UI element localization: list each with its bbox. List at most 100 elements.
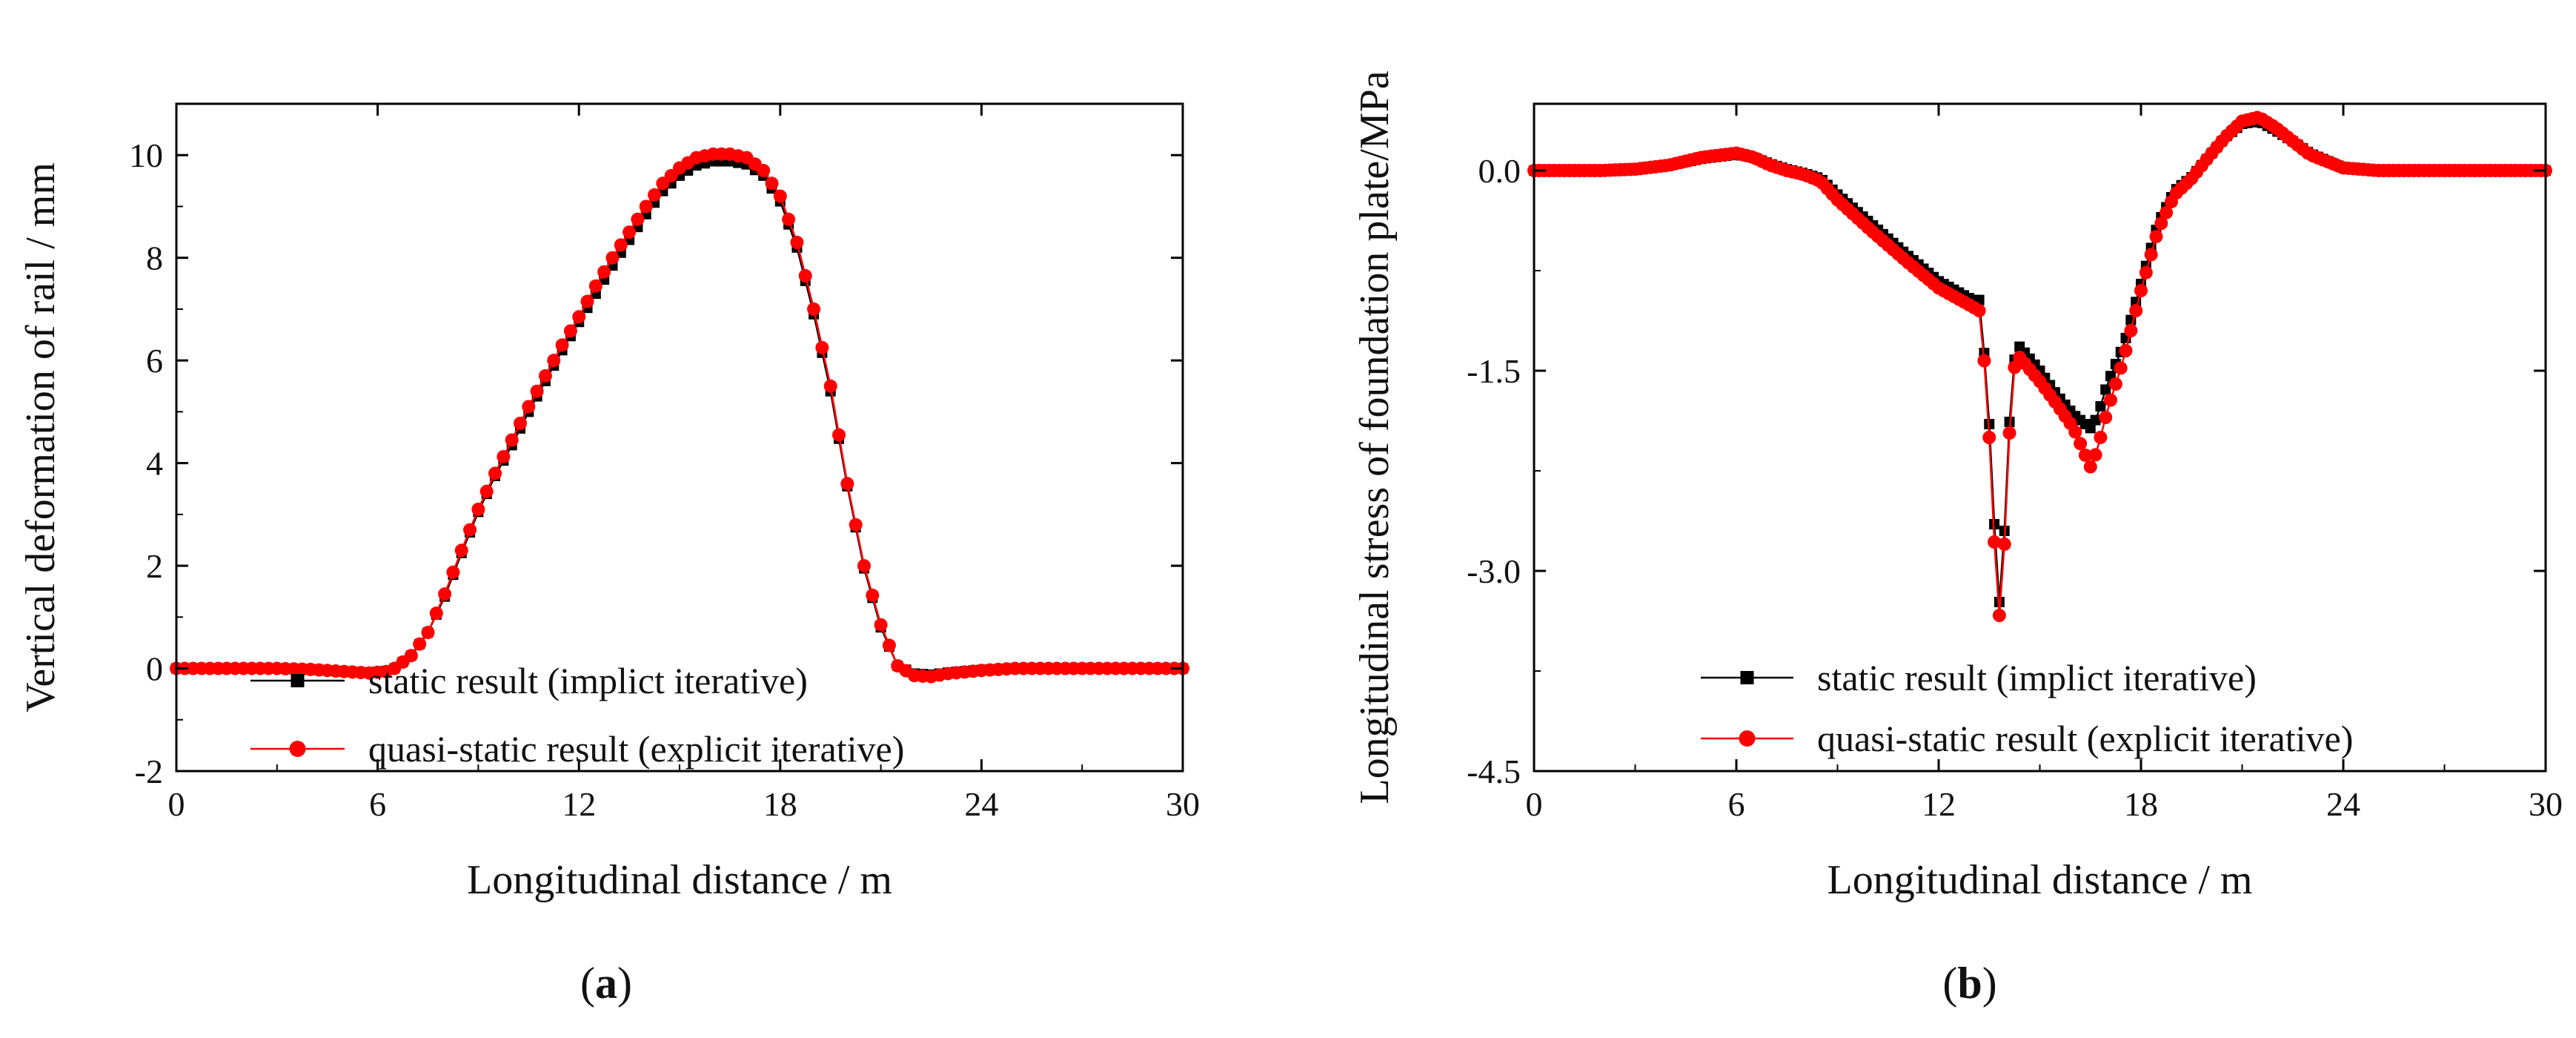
y-axis-title: Vertical deformation of rail / mm: [18, 162, 64, 713]
data-point-series-1: [857, 559, 871, 573]
x-tick-label: 0: [168, 785, 185, 823]
legend: static result (implict iterative) quasi-s…: [1701, 657, 2353, 759]
data-point-series-1: [2114, 361, 2128, 375]
data-point-series-1: [639, 199, 653, 214]
series-0: [1529, 116, 2551, 607]
data-point-series-1: [765, 176, 779, 191]
data-point-series-1: [2119, 344, 2133, 357]
data-point-series-1: [623, 225, 637, 239]
data-point-series-1: [866, 588, 880, 602]
x-tick-label: 24: [964, 785, 998, 823]
data-point-series-1: [2074, 437, 2088, 451]
y-tick-label: 2: [146, 547, 163, 585]
data-point-series-1: [505, 433, 519, 447]
y-tick-label: 8: [146, 239, 163, 277]
data-point-series-1: [664, 168, 678, 182]
data-point-series-1: [2002, 426, 2016, 440]
x-tick-label: 12: [562, 785, 596, 823]
data-point-series-1: [882, 638, 896, 652]
legend-marker-0: [291, 674, 305, 687]
data-point-series-1: [454, 543, 468, 558]
data-point-series-1: [413, 637, 427, 651]
data-point-series-1: [1997, 538, 2011, 551]
data-point-series-1: [2099, 411, 2113, 424]
data-point-series-1: [2108, 377, 2122, 391]
legend-label-0: static result (implict iterative): [368, 660, 808, 701]
data-point-series-1: [2149, 230, 2163, 244]
y-tick-label: -4.5: [1467, 753, 1521, 790]
panel-label-letter: b: [1957, 959, 1982, 1008]
data-point-series-1: [2083, 460, 2097, 474]
data-point-series-1: [832, 428, 846, 442]
x-tick-label: 18: [2124, 785, 2158, 823]
data-point-series-1: [2094, 431, 2108, 444]
panel-label: (b): [1942, 959, 1996, 1008]
legend: static result (implict iterative) quasi-s…: [250, 660, 904, 770]
y-tick-label: 10: [129, 136, 163, 174]
data-point-series-1: [563, 324, 577, 338]
data-point-series-1: [2144, 248, 2158, 262]
data-point-series-1: [614, 238, 628, 252]
data-point-series-1: [840, 477, 854, 491]
legend-marker-0: [1740, 671, 1754, 684]
x-axis-title: Longitudinal distance / m: [1828, 857, 2253, 903]
chart-panel-b: 0 6 12 18 24 30 -4.5 -3.0 -1.5 0.0 Longitudinal di…: [1352, 70, 2563, 1008]
data-point-series-1: [497, 449, 511, 463]
data-point-series-1: [798, 268, 812, 282]
legend-marker-1: [289, 741, 306, 757]
data-point-series-1: [1982, 431, 1996, 444]
series-line-1: [176, 153, 1183, 678]
series-1: [1527, 110, 2552, 622]
data-point-series-1: [807, 302, 821, 316]
data-point-series-0: [2100, 384, 2111, 395]
data-point-series-0: [2085, 423, 2096, 434]
data-point-series-1: [488, 466, 502, 480]
data-point-series-1: [849, 518, 863, 532]
series-0: [171, 156, 1188, 680]
panel-label-close: ): [617, 959, 632, 1008]
data-point-series-1: [2139, 265, 2153, 280]
data-point-series-1: [2154, 216, 2168, 231]
panel-label-close: ): [1982, 959, 1997, 1008]
panel-label-letter: a: [595, 959, 617, 1008]
y-tick-label: -1.5: [1467, 352, 1521, 390]
data-point-series-1: [2134, 284, 2148, 297]
data-point-series-1: [547, 354, 561, 368]
x-tick-label: 6: [1728, 785, 1745, 823]
series-1: [170, 147, 1189, 684]
data-point-series-1: [421, 626, 435, 640]
data-point-series-1: [874, 618, 888, 632]
data-point-series-1: [782, 212, 796, 226]
data-point-series-1: [429, 606, 443, 621]
data-point-series-0: [2095, 401, 2106, 411]
x-tick-label: 0: [1526, 785, 1543, 823]
legend-label-1: quasi-static result (explicit iterative): [368, 728, 904, 770]
legend-label-0: static result (implict iterative): [1817, 657, 2257, 698]
data-point-series-1: [648, 188, 662, 202]
data-point-series-1: [656, 176, 670, 191]
y-tick-label: -3.0: [1467, 552, 1521, 590]
data-point-series-1: [438, 587, 452, 601]
data-point-series-1: [446, 565, 460, 579]
data-point-series-1: [1992, 609, 2006, 622]
data-point-series-1: [815, 340, 829, 354]
x-tick-label: 12: [1922, 785, 1956, 823]
x-tick-label: 30: [1166, 785, 1200, 823]
data-point-series-1: [471, 502, 485, 516]
data-point-series-1: [823, 379, 837, 393]
legend-marker-1: [1739, 730, 1756, 747]
y-tick-label: -2: [135, 753, 163, 790]
x-tick-label: 6: [369, 785, 386, 823]
y-tick-label: 0.0: [1478, 152, 1521, 190]
data-point-series-1: [580, 294, 594, 308]
x-tick-label: 24: [2326, 785, 2360, 823]
panel-label: (a): [580, 959, 632, 1008]
data-point-series-1: [773, 189, 787, 203]
data-point-series-1: [631, 212, 645, 226]
data-point-series-1: [2078, 448, 2092, 462]
data-point-series-1: [530, 384, 544, 398]
y-tick-label: 4: [146, 445, 163, 483]
data-point-series-1: [2124, 324, 2138, 337]
